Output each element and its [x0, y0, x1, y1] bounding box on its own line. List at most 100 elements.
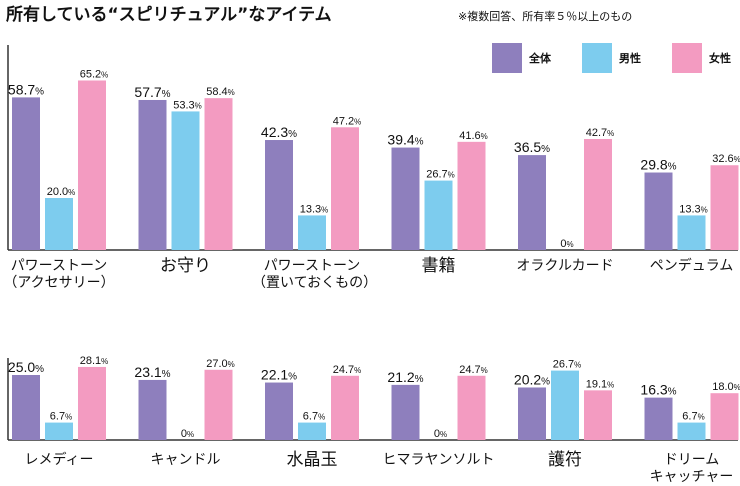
data-label-value: 36.5: [514, 139, 541, 155]
data-label-unit: %: [574, 361, 581, 370]
category-label: ドリームキャッチャー: [632, 452, 740, 486]
category-label-line: （置いておくもの）: [252, 275, 372, 292]
bar-female: [205, 370, 233, 440]
category-label: ペンデュラム: [632, 258, 740, 275]
data-label-male: 20.0%: [47, 186, 76, 198]
data-label-value: 39.4: [387, 132, 414, 148]
data-label-male: 6.7%: [50, 411, 72, 423]
bar-female: [78, 367, 106, 440]
data-label-female: 19.1%: [586, 378, 615, 390]
data-label-unit: %: [440, 430, 447, 439]
data-label-all: 36.5%: [514, 139, 550, 155]
data-label-value: 41.6: [459, 130, 480, 142]
category-label-line: 水晶玉: [252, 452, 372, 469]
category-label: 水晶玉: [252, 452, 372, 469]
data-label-female: 65.2%: [80, 68, 109, 80]
data-label-value: 24.7: [333, 364, 354, 376]
bar-all: [265, 383, 293, 440]
data-label-female: 18.0%: [712, 381, 740, 393]
bar-female: [711, 393, 739, 440]
data-label-unit: %: [162, 369, 171, 380]
data-label-female: 32.6%: [712, 153, 740, 165]
data-label-unit: %: [318, 413, 325, 422]
data-label-unit: %: [415, 374, 424, 385]
data-label-female: 41.6%: [459, 130, 488, 142]
category-label-line: オラクルカード: [505, 258, 625, 275]
data-label-all: 57.7%: [134, 84, 170, 100]
data-label-unit: %: [607, 129, 614, 138]
data-label-unit: %: [187, 430, 194, 439]
data-label-unit: %: [448, 171, 455, 180]
data-label-female: 24.7%: [459, 364, 488, 376]
data-label-unit: %: [668, 162, 677, 173]
data-label-male: 13.3%: [679, 203, 708, 215]
data-label-unit: %: [228, 360, 235, 369]
category-label-line: ペンデュラム: [632, 258, 740, 275]
data-label-unit: %: [734, 155, 740, 164]
data-label-unit: %: [354, 117, 361, 126]
data-label-value: 28.1: [80, 355, 101, 367]
data-label-all: 39.4%: [387, 132, 423, 148]
bar-all: [518, 387, 546, 440]
data-label-male: 0%: [560, 238, 573, 250]
category-label: お守り: [126, 258, 246, 275]
data-label-value: 6.7: [303, 411, 318, 423]
data-label-unit: %: [195, 101, 202, 110]
category-label-line: ヒマラヤンソルト: [379, 452, 499, 469]
data-label-male: 26.7%: [426, 169, 455, 181]
data-label-value: 47.2: [333, 115, 354, 127]
data-label-unit: %: [541, 144, 550, 155]
bar-female: [584, 139, 612, 250]
data-label-value: 22.1: [261, 367, 288, 383]
data-label-female: 47.2%: [333, 115, 362, 127]
category-label-line: お守り: [126, 258, 246, 275]
data-label-male: 26.7%: [553, 359, 582, 371]
data-label-unit: %: [354, 366, 361, 375]
data-label-value: 26.7: [553, 359, 574, 371]
data-label-value: 26.7: [426, 169, 447, 181]
data-label-unit: %: [481, 366, 488, 375]
data-label-value: 25.0: [8, 359, 35, 375]
bar-all: [12, 97, 40, 250]
data-label-unit: %: [65, 413, 72, 422]
data-label-unit: %: [541, 376, 550, 387]
data-label-value: 19.1: [586, 378, 607, 390]
data-label-value: 20.0: [47, 186, 68, 198]
data-label-female: 27.0%: [206, 358, 235, 370]
bar-female: [711, 165, 739, 250]
bar-all: [392, 148, 420, 250]
bar-male: [678, 215, 706, 250]
data-label-unit: %: [101, 357, 108, 366]
category-label-line: パワーストーン: [252, 258, 372, 275]
bar-female: [331, 376, 359, 440]
bar-male: [45, 423, 73, 440]
data-label-unit: %: [35, 364, 44, 375]
data-label-unit: %: [481, 132, 488, 141]
category-label: パワーストーン（アクセサリー）: [0, 258, 119, 292]
bar-all: [518, 155, 546, 250]
data-label-value: 6.7: [682, 411, 697, 423]
data-label-value: 53.3: [173, 99, 194, 111]
data-label-value: 27.0: [206, 358, 227, 370]
data-label-value: 6.7: [50, 411, 65, 423]
data-label-unit: %: [415, 137, 424, 148]
data-label-male: 0%: [434, 428, 447, 440]
bar-male: [425, 181, 453, 250]
bar-female: [458, 376, 486, 440]
bar-female: [458, 142, 486, 250]
data-label-unit: %: [567, 240, 574, 249]
data-label-male: 13.3%: [300, 203, 329, 215]
bar-male: [172, 111, 200, 250]
category-label: 護符: [505, 452, 625, 469]
category-label: キャンドル: [126, 452, 246, 469]
data-label-value: 20.2: [514, 371, 541, 387]
category-label-line: 護符: [505, 452, 625, 469]
data-label-value: 42.7: [586, 127, 607, 139]
bar-male: [298, 423, 326, 440]
bar-all: [139, 100, 167, 250]
category-label: 書籍: [379, 258, 499, 275]
bar-all: [139, 380, 167, 440]
data-label-unit: %: [35, 86, 44, 97]
data-label-female: 58.4%: [206, 86, 235, 98]
